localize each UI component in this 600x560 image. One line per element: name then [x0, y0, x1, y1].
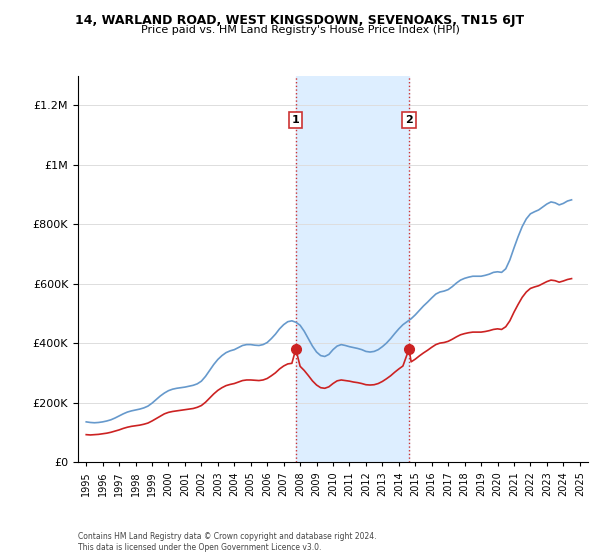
- Text: Price paid vs. HM Land Registry's House Price Index (HPI): Price paid vs. HM Land Registry's House …: [140, 25, 460, 35]
- Bar: [296, 76, 409, 462]
- Text: 14, WARLAND ROAD, WEST KINGSDOWN, SEVENOAKS, TN15 6JT: 14, WARLAND ROAD, WEST KINGSDOWN, SEVENO…: [76, 14, 524, 27]
- Text: Contains HM Land Registry data © Crown copyright and database right 2024.
This d: Contains HM Land Registry data © Crown c…: [78, 532, 377, 552]
- Text: 2: 2: [405, 115, 413, 125]
- Text: 1: 1: [292, 115, 299, 125]
